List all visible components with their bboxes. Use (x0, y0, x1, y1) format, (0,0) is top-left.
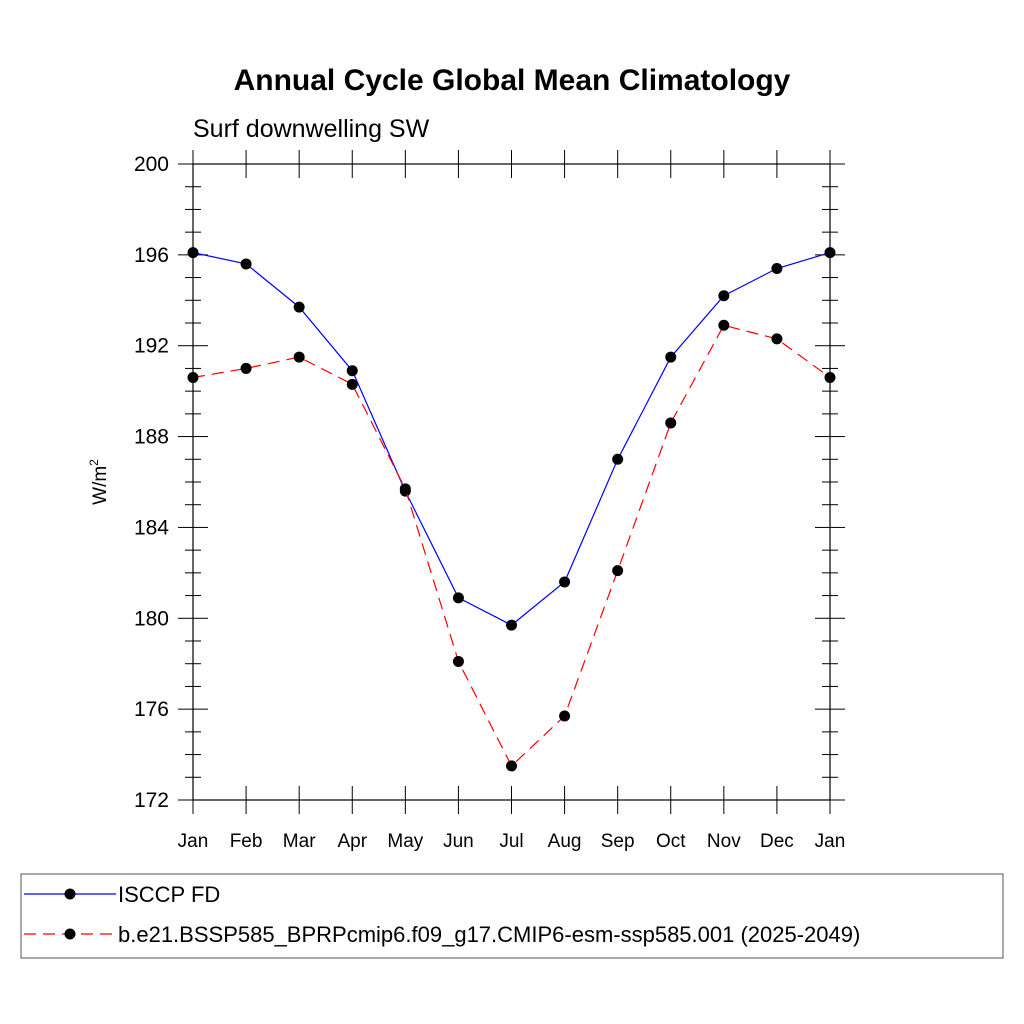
plot-frame (192, 163, 831, 801)
x-tick-label: Dec (760, 831, 794, 852)
y-tick-label: 188 (134, 426, 169, 449)
x-tick-label: Jun (443, 831, 474, 852)
legend-marker-1 (64, 888, 76, 900)
series-2-point (771, 333, 783, 345)
x-tick-label: Mar (283, 831, 316, 852)
y-tick-label: 184 (134, 516, 169, 539)
chart-subtitle: Surf downwelling SW (193, 115, 430, 143)
series-2-point (293, 351, 305, 363)
y-tick-label: 180 (134, 607, 169, 630)
x-tick-label: Aug (548, 831, 582, 852)
series-2-point (346, 378, 358, 390)
y-tick-label: 176 (134, 698, 169, 721)
series-1-point (506, 619, 517, 631)
y-tick-label: 172 (134, 789, 169, 812)
y-tick-label: 192 (134, 335, 169, 358)
svg-text:W/m2: W/m2 (87, 459, 111, 505)
legend-label-1: ISCCP FD (118, 882, 220, 907)
series-2-point (187, 372, 199, 384)
x-tick-label: Apr (337, 831, 367, 852)
series-2-point (559, 710, 571, 722)
series-line-1 (192, 252, 831, 626)
series-1-point (718, 290, 730, 302)
legend-box (20, 873, 1004, 959)
series-2-point (399, 483, 411, 495)
x-tick-label: Nov (707, 831, 741, 852)
legend-label-2: b.e21.BSSP585_BPRPcmip6.f09_g17.CMIP6-es… (118, 922, 860, 947)
x-tick-label: Feb (230, 831, 263, 852)
series-1-point (612, 453, 624, 465)
legend-marker-2 (64, 928, 76, 940)
x-tick-label: Jan (815, 831, 846, 852)
series-1-point (452, 592, 464, 604)
y-axis-label-superscript: 2 (87, 459, 101, 466)
series-1-point (771, 262, 783, 274)
x-tick-label: May (387, 831, 423, 852)
series-2-point (506, 760, 517, 772)
series-1-point (293, 301, 305, 313)
y-axis-label: W/m2 (87, 459, 111, 505)
series-2-point (612, 565, 624, 577)
y-tick-label: 200 (134, 153, 169, 176)
series-1-point (559, 576, 571, 588)
x-tick-label: Jul (499, 831, 523, 852)
legend: ISCCP FD b.e21.BSSP585_BPRPcmip6.f09_g17.… (24, 882, 860, 947)
series-1-point (240, 258, 252, 270)
series-2-point (240, 362, 252, 374)
series-2-point (824, 372, 836, 384)
x-tick-label: Jan (178, 831, 209, 852)
series-1-point (346, 365, 358, 377)
y-tick-label: 196 (134, 244, 169, 267)
series-1-point (187, 247, 199, 259)
x-tick-label: Oct (656, 831, 686, 852)
series-1-point (665, 351, 677, 363)
axes: 172 176 180 184 188 192 196 200 Jan Feb Mar Apr May J… (134, 150, 845, 852)
y-axis-label-text: W/m (90, 466, 111, 505)
series-2-point (665, 417, 677, 429)
series-1-point (824, 247, 836, 259)
series-2-point (452, 655, 464, 667)
series-layer (187, 247, 836, 772)
x-tick-label: Sep (601, 831, 635, 852)
chart-title: Annual Cycle Global Mean Climatology (234, 64, 791, 97)
series-2-point (718, 319, 730, 331)
series-line-2 (192, 324, 831, 767)
